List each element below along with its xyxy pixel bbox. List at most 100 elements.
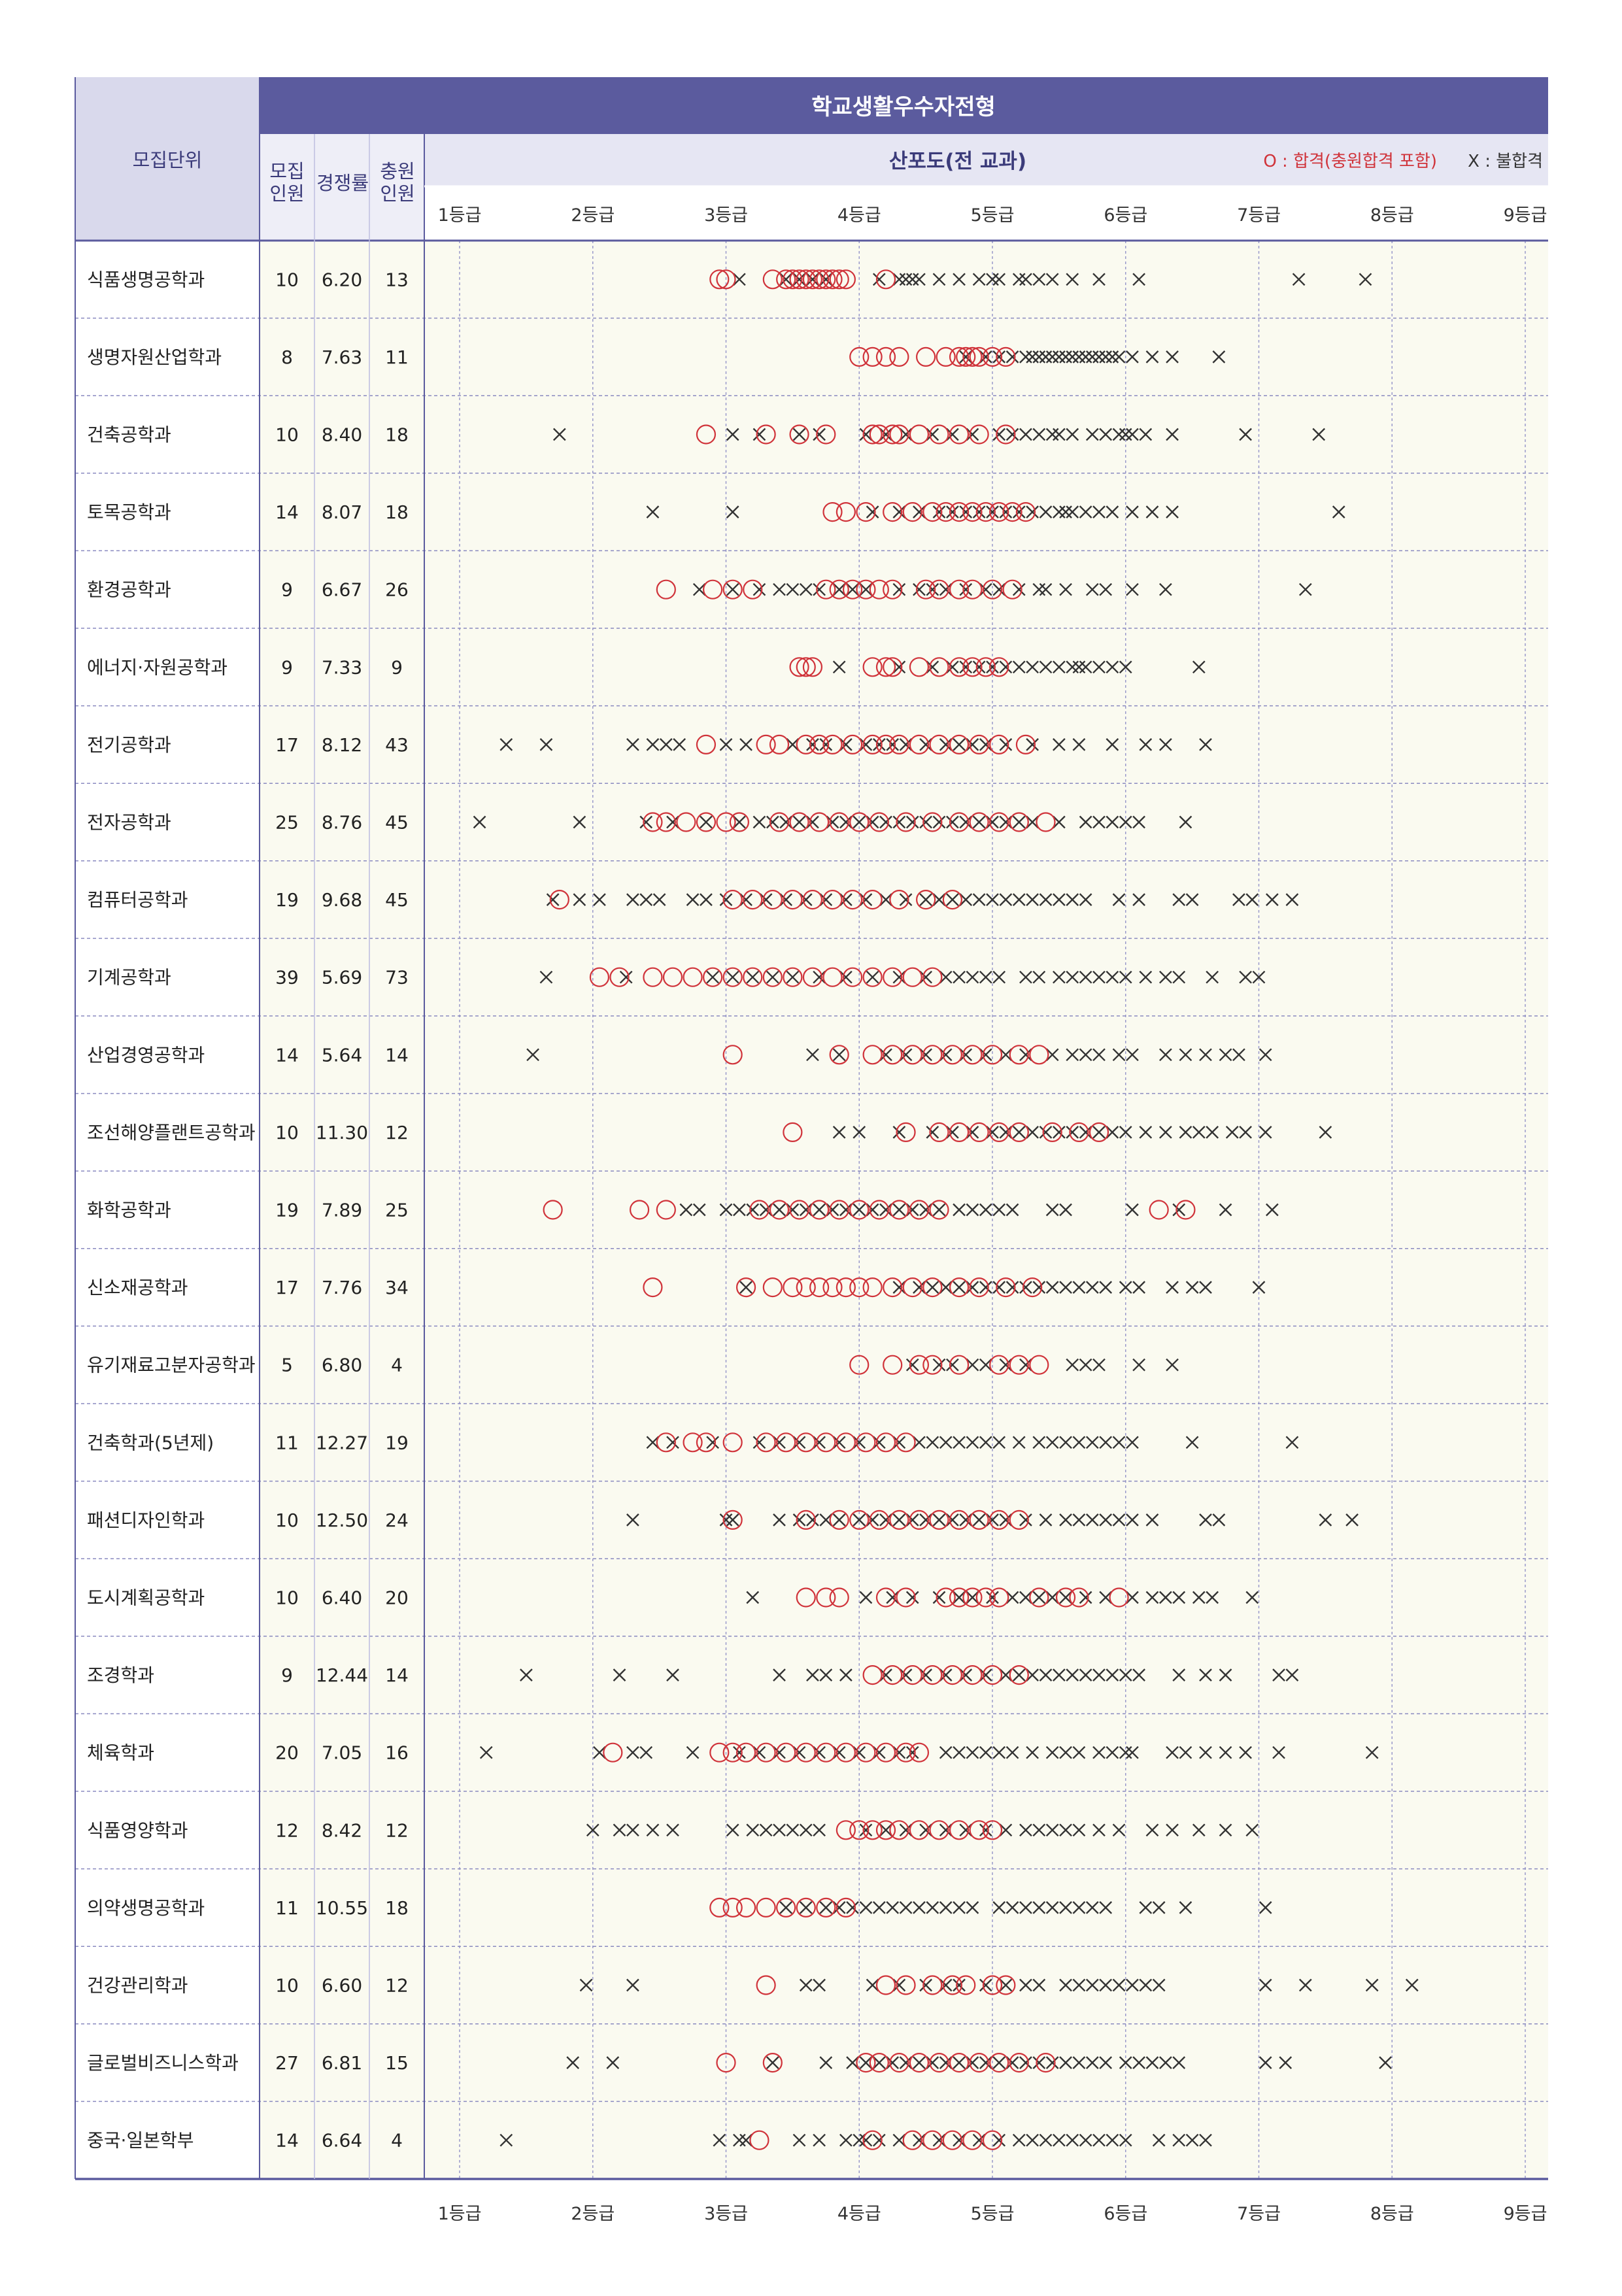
pass-mark <box>896 1432 916 1453</box>
fail-mark <box>746 1203 760 1217</box>
fail-mark <box>813 970 826 984</box>
unit-cell <box>75 1248 260 1326</box>
fail-mark <box>1099 582 1113 596</box>
row-recruit-count: 9 <box>281 579 293 601</box>
fail-mark <box>759 1203 773 1217</box>
fail-mark <box>1199 1746 1212 1759</box>
fail-mark <box>626 738 639 751</box>
top-tick-label: 7등급 <box>1237 205 1281 226</box>
fail-mark <box>593 893 606 906</box>
pass-mark <box>783 1122 803 1143</box>
row-recruit-count: 14 <box>275 1044 299 1066</box>
fail-mark <box>1119 1126 1132 1139</box>
fail-mark <box>1045 1901 1059 1914</box>
pass-mark <box>889 889 909 910</box>
fail-mark <box>1059 1978 1072 1992</box>
fail-mark <box>1099 1436 1113 1449</box>
pass-mark <box>783 1277 803 1298</box>
table-rows: 식품생명공학과 10 6.20 13 생명자원산업학과 8 7.63 11 건축공학과 10 8.4… <box>75 241 1548 2179</box>
row-competition-ratio: 7.76 <box>322 1277 362 1298</box>
pass-mark <box>756 1975 776 1995</box>
pass-mark <box>802 967 823 987</box>
fail-mark <box>979 1358 992 1372</box>
fail-mark <box>932 1513 946 1527</box>
fail-mark <box>1266 1203 1279 1217</box>
fail-mark <box>1112 1513 1126 1527</box>
row-unit-name: 산업경영공학과 <box>87 1044 205 1066</box>
fail-mark <box>1106 815 1119 829</box>
fail-mark <box>752 582 766 596</box>
fail-mark <box>1212 350 1226 363</box>
pass-mark <box>776 1432 796 1453</box>
pass-mark <box>1015 501 1036 522</box>
fail-mark <box>1145 350 1159 363</box>
fail-mark <box>1032 350 1046 363</box>
pass-mark <box>996 424 1016 445</box>
fail-mark <box>986 1591 999 1604</box>
fail-mark <box>853 1203 866 1217</box>
pass-mark <box>883 967 903 987</box>
fail-mark <box>1053 2133 1066 2147</box>
fail-mark <box>1259 1978 1272 1992</box>
unit-label: 모집단위 <box>133 149 203 171</box>
pass-mark <box>769 812 790 832</box>
fail-mark <box>1079 1668 1092 1681</box>
pass-mark <box>949 1510 970 1530</box>
fail-mark <box>1066 350 1079 363</box>
fail-mark <box>626 1978 639 1992</box>
fail-mark <box>979 738 992 751</box>
fail-mark <box>892 970 906 984</box>
fail-mark <box>959 893 973 906</box>
fail-mark <box>739 738 752 751</box>
fail-mark <box>792 2133 806 2147</box>
pass-mark <box>909 1355 930 1375</box>
row-recruit-count: 10 <box>275 1510 299 1531</box>
fail-mark <box>999 1668 1013 1681</box>
fail-mark <box>806 1048 819 1062</box>
fail-mark <box>939 970 953 984</box>
fail-mark <box>1106 2133 1119 2147</box>
pass-mark <box>949 1820 970 1840</box>
table-frame <box>75 77 1548 2180</box>
fail-mark <box>1179 1126 1192 1139</box>
fail-mark <box>966 1126 979 1139</box>
fail-mark <box>739 2133 752 2147</box>
fail-mark <box>1405 1978 1419 1992</box>
fail-mark <box>1053 893 1066 906</box>
pass-mark <box>982 346 1003 367</box>
fail-mark <box>879 1513 892 1527</box>
fail-mark <box>1079 1126 1092 1139</box>
fail-mark <box>1239 428 1252 441</box>
fail-mark <box>799 1901 813 1914</box>
fail-mark <box>1053 350 1066 363</box>
fail-mark <box>1145 1591 1159 1604</box>
fail-mark <box>1166 1746 1179 1759</box>
pass-mark <box>875 1820 896 1840</box>
fail-mark <box>1045 1436 1059 1449</box>
fail-mark <box>813 2133 826 2147</box>
pass-mark <box>769 1200 790 1220</box>
fail-mark <box>639 1746 653 1759</box>
fail-mark <box>726 970 739 984</box>
fail-mark <box>946 1513 959 1527</box>
fail-mark <box>1199 1668 1212 1681</box>
fail-mark <box>1319 1126 1332 1139</box>
fail-mark <box>1126 1436 1139 1449</box>
pass-mark <box>703 967 723 987</box>
fail-mark <box>839 738 853 751</box>
fail-mark <box>1232 893 1245 906</box>
pass-mark <box>862 889 883 910</box>
row-recruit-count: 10 <box>275 1122 299 1143</box>
fail-mark <box>859 738 873 751</box>
fail-mark <box>1079 660 1092 674</box>
row-competition-ratio: 8.42 <box>322 1819 362 1841</box>
fail-mark <box>905 1746 919 1759</box>
fail-mark <box>1192 660 1206 674</box>
pass-mark <box>883 501 903 522</box>
fail-mark <box>1172 1203 1186 1217</box>
fail-mark <box>905 815 919 829</box>
fail-mark <box>832 1746 846 1759</box>
fail-mark <box>899 1901 913 1914</box>
fail-mark <box>953 1978 966 1992</box>
pass-mark <box>829 579 849 599</box>
